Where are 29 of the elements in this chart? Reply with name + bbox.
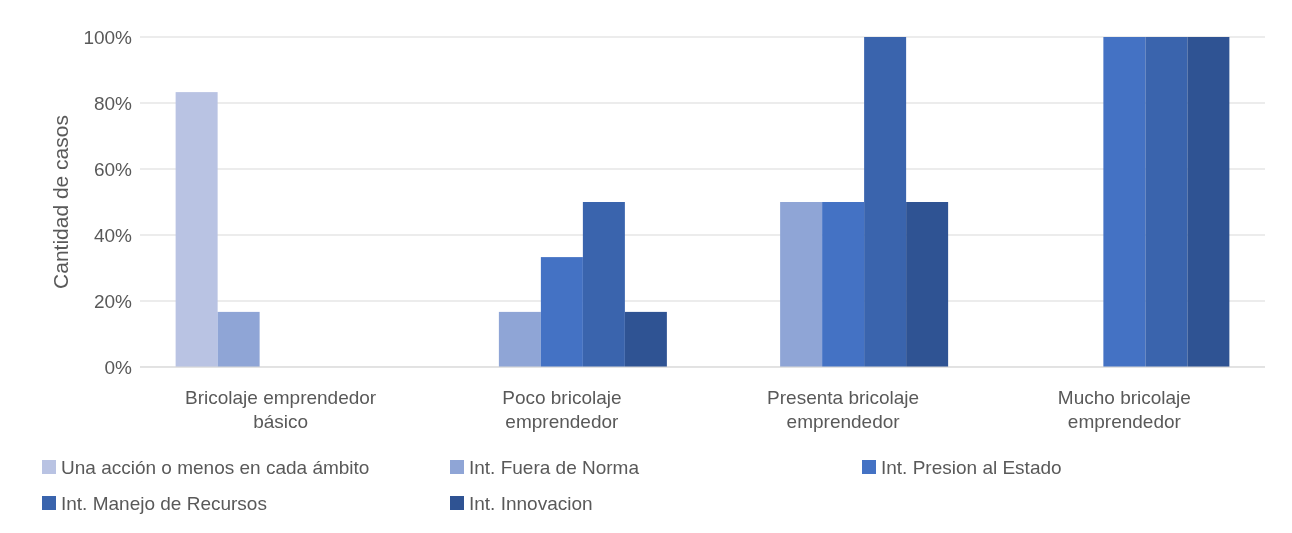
bar: [498, 311, 541, 367]
y-tick-label: 0%: [104, 356, 133, 378]
bar: [582, 202, 625, 367]
bar: [540, 257, 583, 367]
bar: [1145, 37, 1188, 367]
x-tick-label: Presenta bricolaje emprendedor: [767, 387, 920, 432]
y-axis-title: Cantidad de casos: [49, 115, 72, 289]
bar: [822, 202, 865, 367]
bar: [780, 202, 823, 367]
bar: [217, 311, 260, 367]
y-tick-label: 60%: [93, 158, 133, 180]
y-tick-label: 100%: [83, 26, 133, 48]
x-tick-label: Poco bricolaje emprendedor: [502, 387, 622, 432]
y-tick-label: 40%: [93, 224, 133, 246]
legend-label: Int. Presion al Estado: [881, 456, 1062, 478]
bar: [624, 311, 667, 367]
bar: [864, 37, 907, 367]
legend-label: Una acción o menos en cada ámbito: [61, 456, 370, 478]
y-tick-label: 20%: [93, 290, 133, 312]
x-tick-label: Bricolaje emprendedor básico: [185, 387, 377, 432]
bar: [906, 202, 949, 367]
legend-label: Int. Fuera de Norma: [469, 456, 640, 478]
bar: [1103, 37, 1146, 367]
bar: [175, 92, 218, 367]
bar: [1187, 37, 1230, 367]
x-tick-label: Mucho bricolaje emprendedor: [1057, 387, 1191, 432]
legend-label: Int. Manejo de Recursos: [61, 492, 267, 514]
y-tick-label: 80%: [93, 92, 133, 114]
legend-label: Int. Innovacion: [469, 492, 593, 514]
